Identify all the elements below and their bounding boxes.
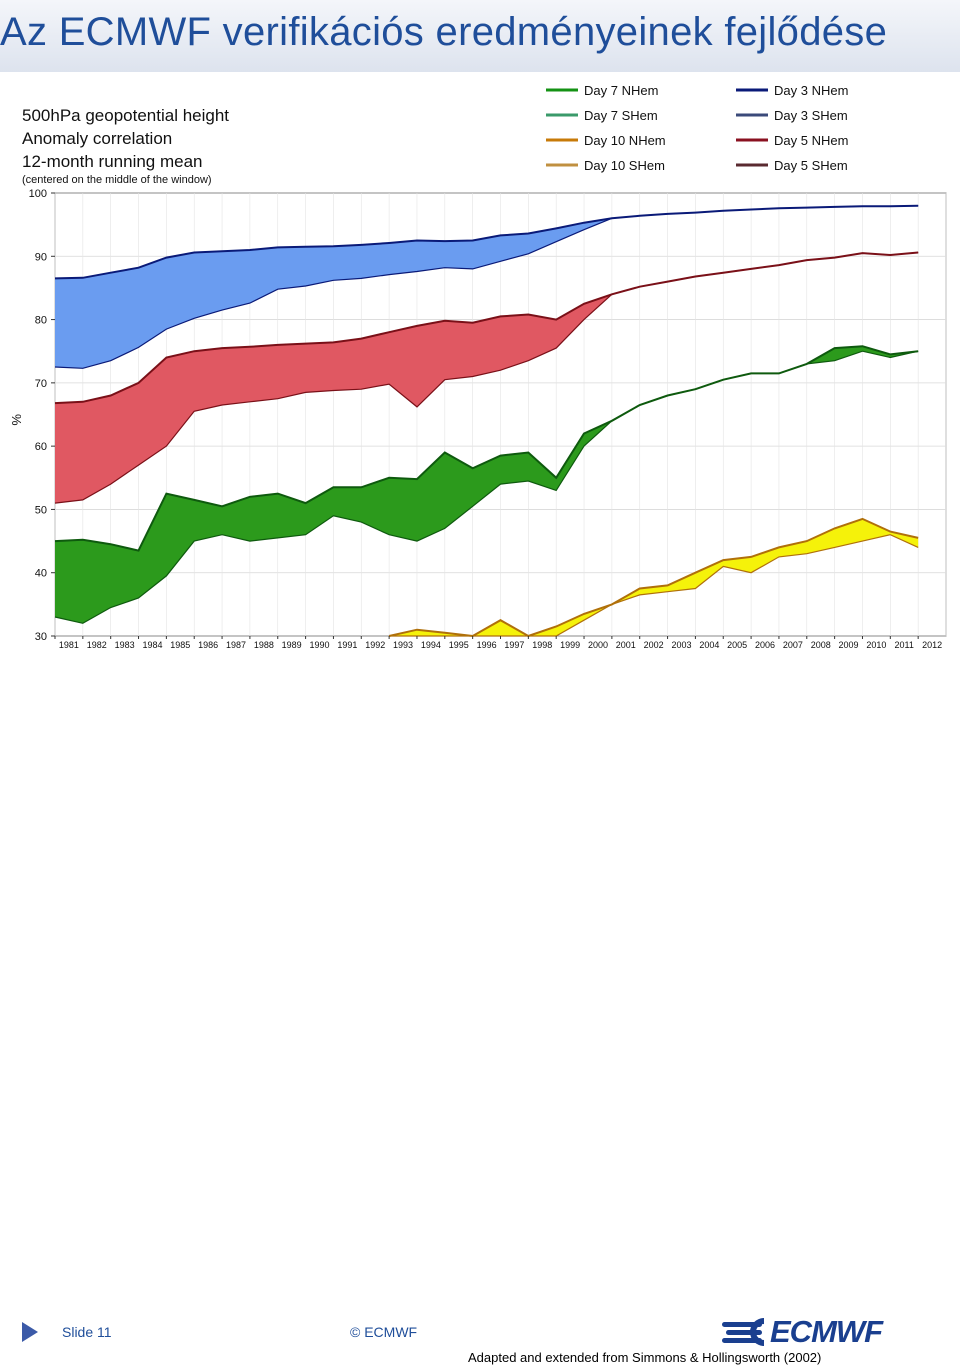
- chart-bands: [54, 204, 919, 638]
- x-tick-label: 1987: [226, 640, 246, 650]
- x-tick-label: 2004: [699, 640, 719, 650]
- x-tick-label: 1981: [59, 640, 79, 650]
- x-tick-label: 1992: [365, 640, 385, 650]
- title-bar: Az ECMWF verifikációs eredményeinek fejl…: [0, 0, 960, 72]
- y-tick-label: 70: [35, 378, 47, 390]
- x-tick-label: 1988: [254, 640, 274, 650]
- x-tick-label: 2008: [811, 640, 831, 650]
- x-tick-label: 1989: [282, 640, 302, 650]
- legend-label: Day 10 NHem: [584, 133, 666, 148]
- x-tick-label: 1996: [477, 640, 497, 650]
- series-line-shem: [54, 251, 919, 504]
- chart-title-line: 12-month running mean: [22, 152, 203, 171]
- chart-area: 500hPa geopotential height Anomaly correl…: [0, 72, 960, 650]
- y-tick-label: 40: [35, 568, 47, 580]
- y-axis-label: %: [9, 414, 24, 426]
- x-tick-label: 1997: [504, 640, 524, 650]
- x-tick-label: 1990: [310, 640, 330, 650]
- series-line-shem: [54, 205, 919, 369]
- x-tick-label: 1999: [560, 640, 580, 650]
- legend-label: Day 7 NHem: [584, 83, 658, 98]
- legend-label: Day 7 SHem: [584, 108, 658, 123]
- legend-label: Day 3 NHem: [774, 83, 848, 98]
- x-tick-label: 2009: [839, 640, 859, 650]
- chart-title-line: 500hPa geopotential height: [22, 106, 229, 125]
- chart-title-line: (centered on the middle of the window): [22, 174, 212, 186]
- x-tick-label: 1986: [198, 640, 218, 650]
- x-tick-label: 2006: [755, 640, 775, 650]
- band-fill-day-10: [389, 518, 919, 636]
- series-line-shem: [54, 350, 919, 624]
- y-tick-label: 50: [35, 504, 47, 516]
- y-axis: 30 40 50 60 70 80 90 100%: [9, 188, 55, 643]
- x-tick-label: 2012: [922, 640, 942, 650]
- y-tick-label: 80: [35, 315, 47, 327]
- legend-label: Day 3 SHem: [774, 108, 848, 123]
- anomaly-correlation-chart: 500hPa geopotential height Anomaly correl…: [9, 83, 947, 650]
- copyright-label: © ECMWF: [350, 1324, 418, 1340]
- x-tick-label: 1982: [87, 640, 107, 650]
- x-tick-label: 1983: [115, 640, 135, 650]
- x-tick-label: 1998: [532, 640, 552, 650]
- slide-number: Slide 11: [62, 1324, 112, 1340]
- x-tick-label: 1984: [142, 640, 162, 650]
- x-tick-label: 2005: [727, 640, 747, 650]
- x-tick-label: 2010: [866, 640, 886, 650]
- x-tick-label: 1993: [393, 640, 413, 650]
- x-tick-label: 2011: [895, 640, 914, 650]
- legend-label: Day 5 SHem: [774, 158, 848, 173]
- x-tick-label: 2002: [644, 640, 664, 650]
- footer: Slide 11 © ECMWF ECMWF Adapted and exten…: [0, 650, 960, 1365]
- y-tick-label: 100: [29, 188, 47, 200]
- slide-title: Az ECMWF verifikációs eredményeinek fejl…: [0, 10, 888, 54]
- x-tick-label: 2007: [783, 640, 803, 650]
- logo-wordmark: ECMWF: [770, 1314, 883, 1349]
- band-fill-day-5: [55, 252, 919, 504]
- x-axis: 1981 1982 1983 1984 1985 1986 1987 1988 1989 1990…: [54, 636, 942, 650]
- x-tick-label: 2000: [588, 640, 608, 650]
- chart-title: 500hPa geopotential height Anomaly correl…: [22, 106, 229, 186]
- y-tick-label: 30: [35, 631, 47, 643]
- series-line-shem: [389, 534, 919, 637]
- x-tick-label: 1994: [421, 640, 441, 650]
- x-tick-label: 2003: [671, 640, 691, 650]
- source-note: Adapted and extended from Simmons & Holl…: [468, 1350, 822, 1365]
- slide-marker-icon: [22, 1322, 38, 1342]
- legend-label: Day 10 SHem: [584, 158, 665, 173]
- x-tick-label: 1991: [337, 640, 357, 650]
- series-line-nhem: [388, 517, 919, 638]
- band-fill-day-7: [55, 346, 919, 624]
- x-tick-label: 2001: [616, 640, 636, 650]
- y-tick-label: 60: [35, 441, 47, 453]
- y-tick-label: 90: [35, 251, 47, 263]
- chart-legend: Day 7 NHem Day 3 NHem Day 7 SHem Day 3 SHem…: [546, 83, 848, 173]
- chart-title-line: Anomaly correlation: [22, 129, 172, 148]
- x-tick-label: 1995: [449, 640, 469, 650]
- legend-label: Day 5 NHem: [774, 133, 848, 148]
- x-tick-label: 1985: [170, 640, 190, 650]
